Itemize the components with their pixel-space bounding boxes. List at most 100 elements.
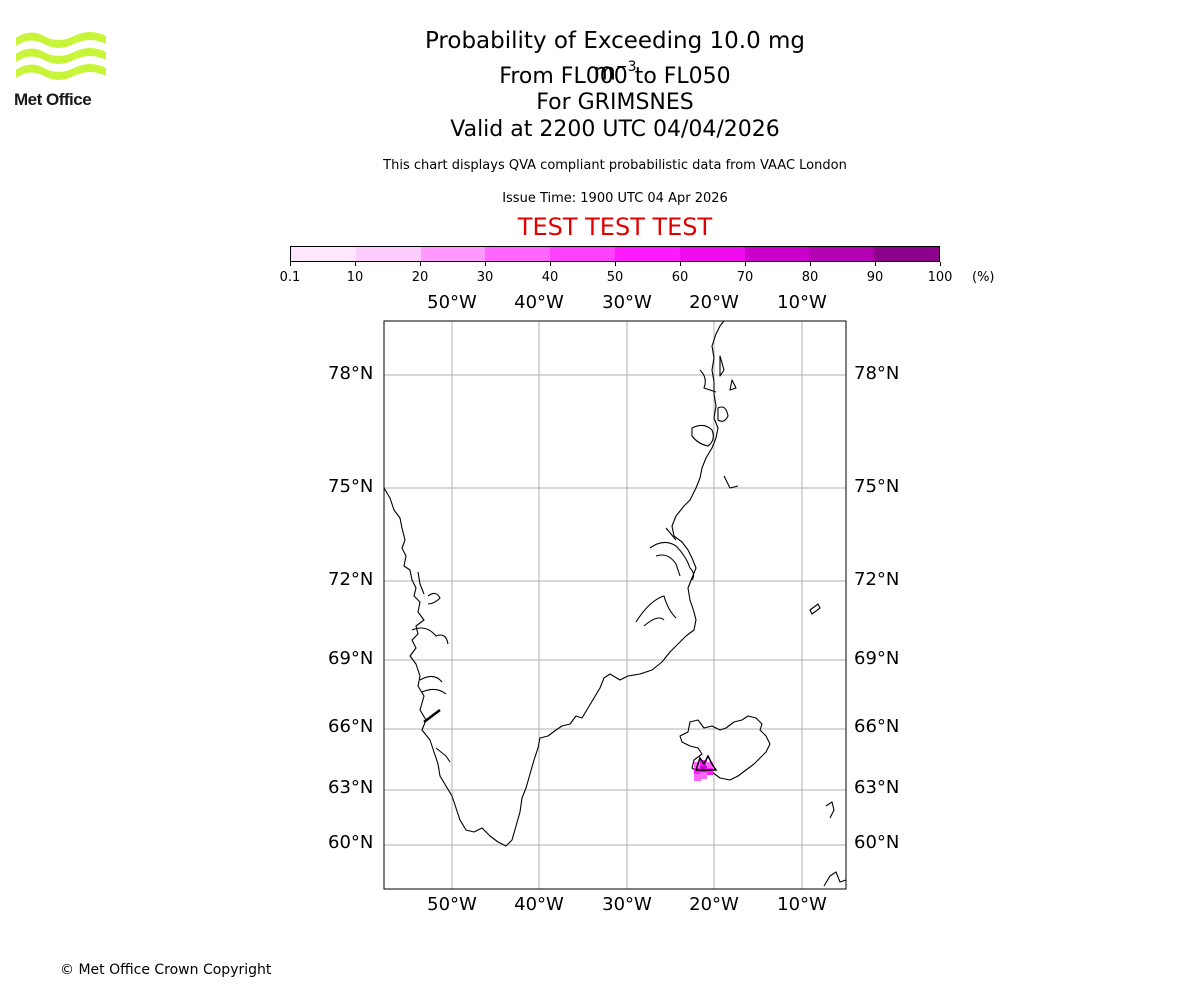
faroe-islands xyxy=(825,801,835,819)
lon-label-bottom-40w: 40°W xyxy=(514,894,564,915)
map-background xyxy=(384,321,846,889)
colorbar-segment-8 xyxy=(809,247,875,261)
copyright-notice: © Met Office Crown Copyright xyxy=(60,962,272,978)
fjord-9 xyxy=(655,554,681,577)
title-main: Probability of Exceeding 10.0 mg m xyxy=(424,28,806,86)
lon-label-top-30w: 30°W xyxy=(602,292,652,313)
chart-title: Probability of Exceeding 10.0 mg m−3 xyxy=(415,28,815,86)
lat-label-left-63n: 63°N xyxy=(328,777,374,798)
lat-label-left-72n: 72°N xyxy=(328,569,374,590)
colorbar-tick-mark xyxy=(680,262,681,266)
lat-label-right-75n: 75°N xyxy=(854,476,900,497)
fjord-12 xyxy=(665,527,677,541)
colorbar-segment-3 xyxy=(485,247,551,261)
lon-label-bottom-20w: 20°W xyxy=(689,894,739,915)
logo-wave1 xyxy=(16,32,106,48)
lon-label-bottom-10w: 10°W xyxy=(777,894,827,915)
colorbar-tick-label: 60 xyxy=(671,270,689,285)
title-superscript: −3 xyxy=(615,59,637,75)
colorbar-segment-1 xyxy=(355,247,421,261)
lon-label-top-40w: 40°W xyxy=(514,292,564,313)
jan-mayen xyxy=(809,603,821,615)
lat-label-left-66n: 66°N xyxy=(328,716,374,737)
fjord-7 xyxy=(435,747,451,763)
logo-text: Met Office xyxy=(14,90,92,109)
ash-cell xyxy=(694,768,701,775)
scotland-coast xyxy=(823,871,847,887)
east-island-2 xyxy=(717,406,729,422)
colorbar-tick-label: 90 xyxy=(866,270,884,285)
lat-label-right-66n: 66°N xyxy=(854,716,900,737)
logo-wave2 xyxy=(16,48,106,64)
east-island-1 xyxy=(691,424,714,447)
colorbar-tick-label: 40 xyxy=(541,270,559,285)
lat-label-left-75n: 75°N xyxy=(328,476,374,497)
colorbar-tick-mark xyxy=(420,262,421,266)
colorbar-tick-mark xyxy=(355,262,356,266)
colorbar-segment-7 xyxy=(744,247,810,261)
greenland-coastline xyxy=(383,320,725,847)
met-office-wave-icon xyxy=(16,32,106,80)
colorbar-tick-label: 0.1 xyxy=(279,270,301,285)
ash-cell xyxy=(700,772,707,779)
colorbar-segment-9 xyxy=(874,247,939,261)
flight-level-range: From FL000 to FL050 xyxy=(499,64,731,89)
fjord-5 xyxy=(421,688,447,695)
lon-label-top-50w: 50°W xyxy=(427,292,477,313)
colorbar-tick-mark xyxy=(550,262,551,266)
colorbar-segment-0 xyxy=(291,247,356,261)
chart-description: This chart displays QVA compliant probab… xyxy=(383,158,847,173)
lat-label-right-72n: 72°N xyxy=(854,569,900,590)
ash-cell xyxy=(706,762,713,769)
volcano-marker-icon xyxy=(694,754,718,771)
fjord-14 xyxy=(723,475,739,489)
fjord-8 xyxy=(649,541,695,581)
colorbar-segment-2 xyxy=(420,247,486,261)
fjord-4 xyxy=(419,675,443,683)
lon-label-bottom-50w: 50°W xyxy=(427,894,477,915)
lat-label-right-60n: 60°N xyxy=(854,832,900,853)
colorbar-segment-6 xyxy=(679,247,745,261)
east-island-4 xyxy=(729,379,737,391)
map-frame xyxy=(383,320,847,890)
fjord-11 xyxy=(643,617,665,627)
colorbar-tick-mark xyxy=(615,262,616,266)
lat-label-left-69n: 69°N xyxy=(328,648,374,669)
colorbar-tick-label: 80 xyxy=(801,270,819,285)
iceland-coastline xyxy=(679,715,771,781)
colorbar-tick-mark xyxy=(485,262,486,266)
lat-label-right-69n: 69°N xyxy=(854,648,900,669)
colorbar-tick-label: 70 xyxy=(736,270,754,285)
fjord-6 xyxy=(423,709,441,723)
coastlines xyxy=(383,320,847,887)
fjord-10 xyxy=(635,595,677,623)
lat-label-left-78n: 78°N xyxy=(328,363,374,384)
lon-label-bottom-30w: 30°W xyxy=(602,894,652,915)
colorbar-tick-mark xyxy=(875,262,876,266)
lat-label-right-63n: 63°N xyxy=(854,777,900,798)
ash-cell xyxy=(706,768,713,775)
lat-label-right-78n: 78°N xyxy=(854,363,900,384)
fjord-13 xyxy=(699,369,717,393)
probability-colorbar xyxy=(290,246,940,262)
colorbar-tick-mark xyxy=(940,262,941,266)
colorbar-segment-5 xyxy=(614,247,680,261)
issue-time: Issue Time: 1900 UTC 04 Apr 2026 xyxy=(502,191,728,206)
volcano-name: For GRIMSNES xyxy=(536,90,694,115)
colorbar-tick-label: 20 xyxy=(411,270,429,285)
valid-time: Valid at 2200 UTC 04/04/2026 xyxy=(450,117,780,142)
fjord-1 xyxy=(417,571,425,595)
fjord-3 xyxy=(411,627,449,645)
lat-label-left-60n: 60°N xyxy=(328,832,374,853)
colorbar-tick-label: 50 xyxy=(606,270,624,285)
lon-label-top-10w: 10°W xyxy=(777,292,827,313)
lon-label-top-20w: 20°W xyxy=(689,292,739,313)
logo-wave3 xyxy=(16,64,106,80)
fjord-2 xyxy=(427,592,441,605)
colorbar-unit: (%) xyxy=(972,270,995,285)
colorbar-tick-label: 30 xyxy=(476,270,494,285)
colorbar-tick-mark xyxy=(290,262,291,266)
ash-cell xyxy=(694,774,701,781)
colorbar-tick-mark xyxy=(810,262,811,266)
